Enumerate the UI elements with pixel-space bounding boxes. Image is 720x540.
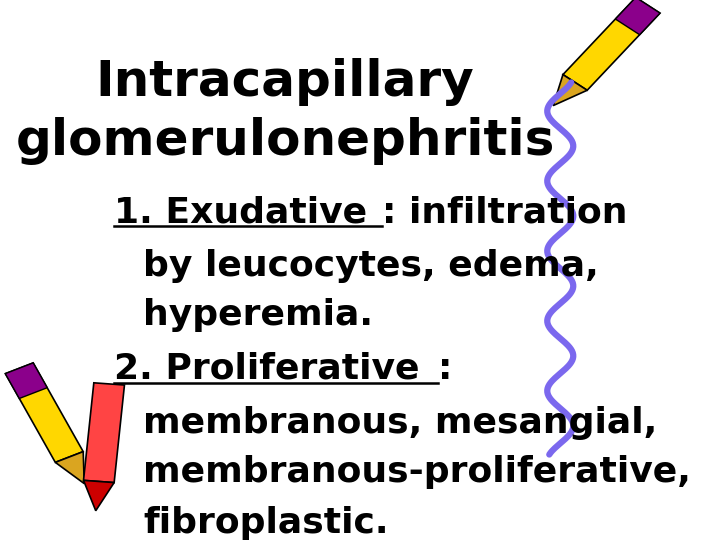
Polygon shape <box>616 0 660 35</box>
Polygon shape <box>5 363 84 462</box>
Text: Intracapillary: Intracapillary <box>96 58 474 106</box>
Text: 2. Proliferative: 2. Proliferative <box>114 352 419 386</box>
Text: 1. Exudative: 1. Exudative <box>114 195 366 229</box>
Text: membranous-proliferative,: membranous-proliferative, <box>143 455 691 489</box>
Text: by leucocytes, edema,: by leucocytes, edema, <box>143 249 599 283</box>
Polygon shape <box>5 363 48 399</box>
Polygon shape <box>84 383 125 483</box>
Text: fibroplastic.: fibroplastic. <box>143 506 389 540</box>
Text: : infiltration: : infiltration <box>382 195 627 229</box>
Text: :: : <box>438 352 452 386</box>
Polygon shape <box>84 481 114 511</box>
Text: hyperemia.: hyperemia. <box>143 298 373 332</box>
Polygon shape <box>563 0 660 90</box>
Text: glomerulonephritis: glomerulonephritis <box>16 117 555 165</box>
Text: membranous, mesangial,: membranous, mesangial, <box>143 406 657 440</box>
Polygon shape <box>55 451 84 484</box>
Polygon shape <box>553 75 588 106</box>
